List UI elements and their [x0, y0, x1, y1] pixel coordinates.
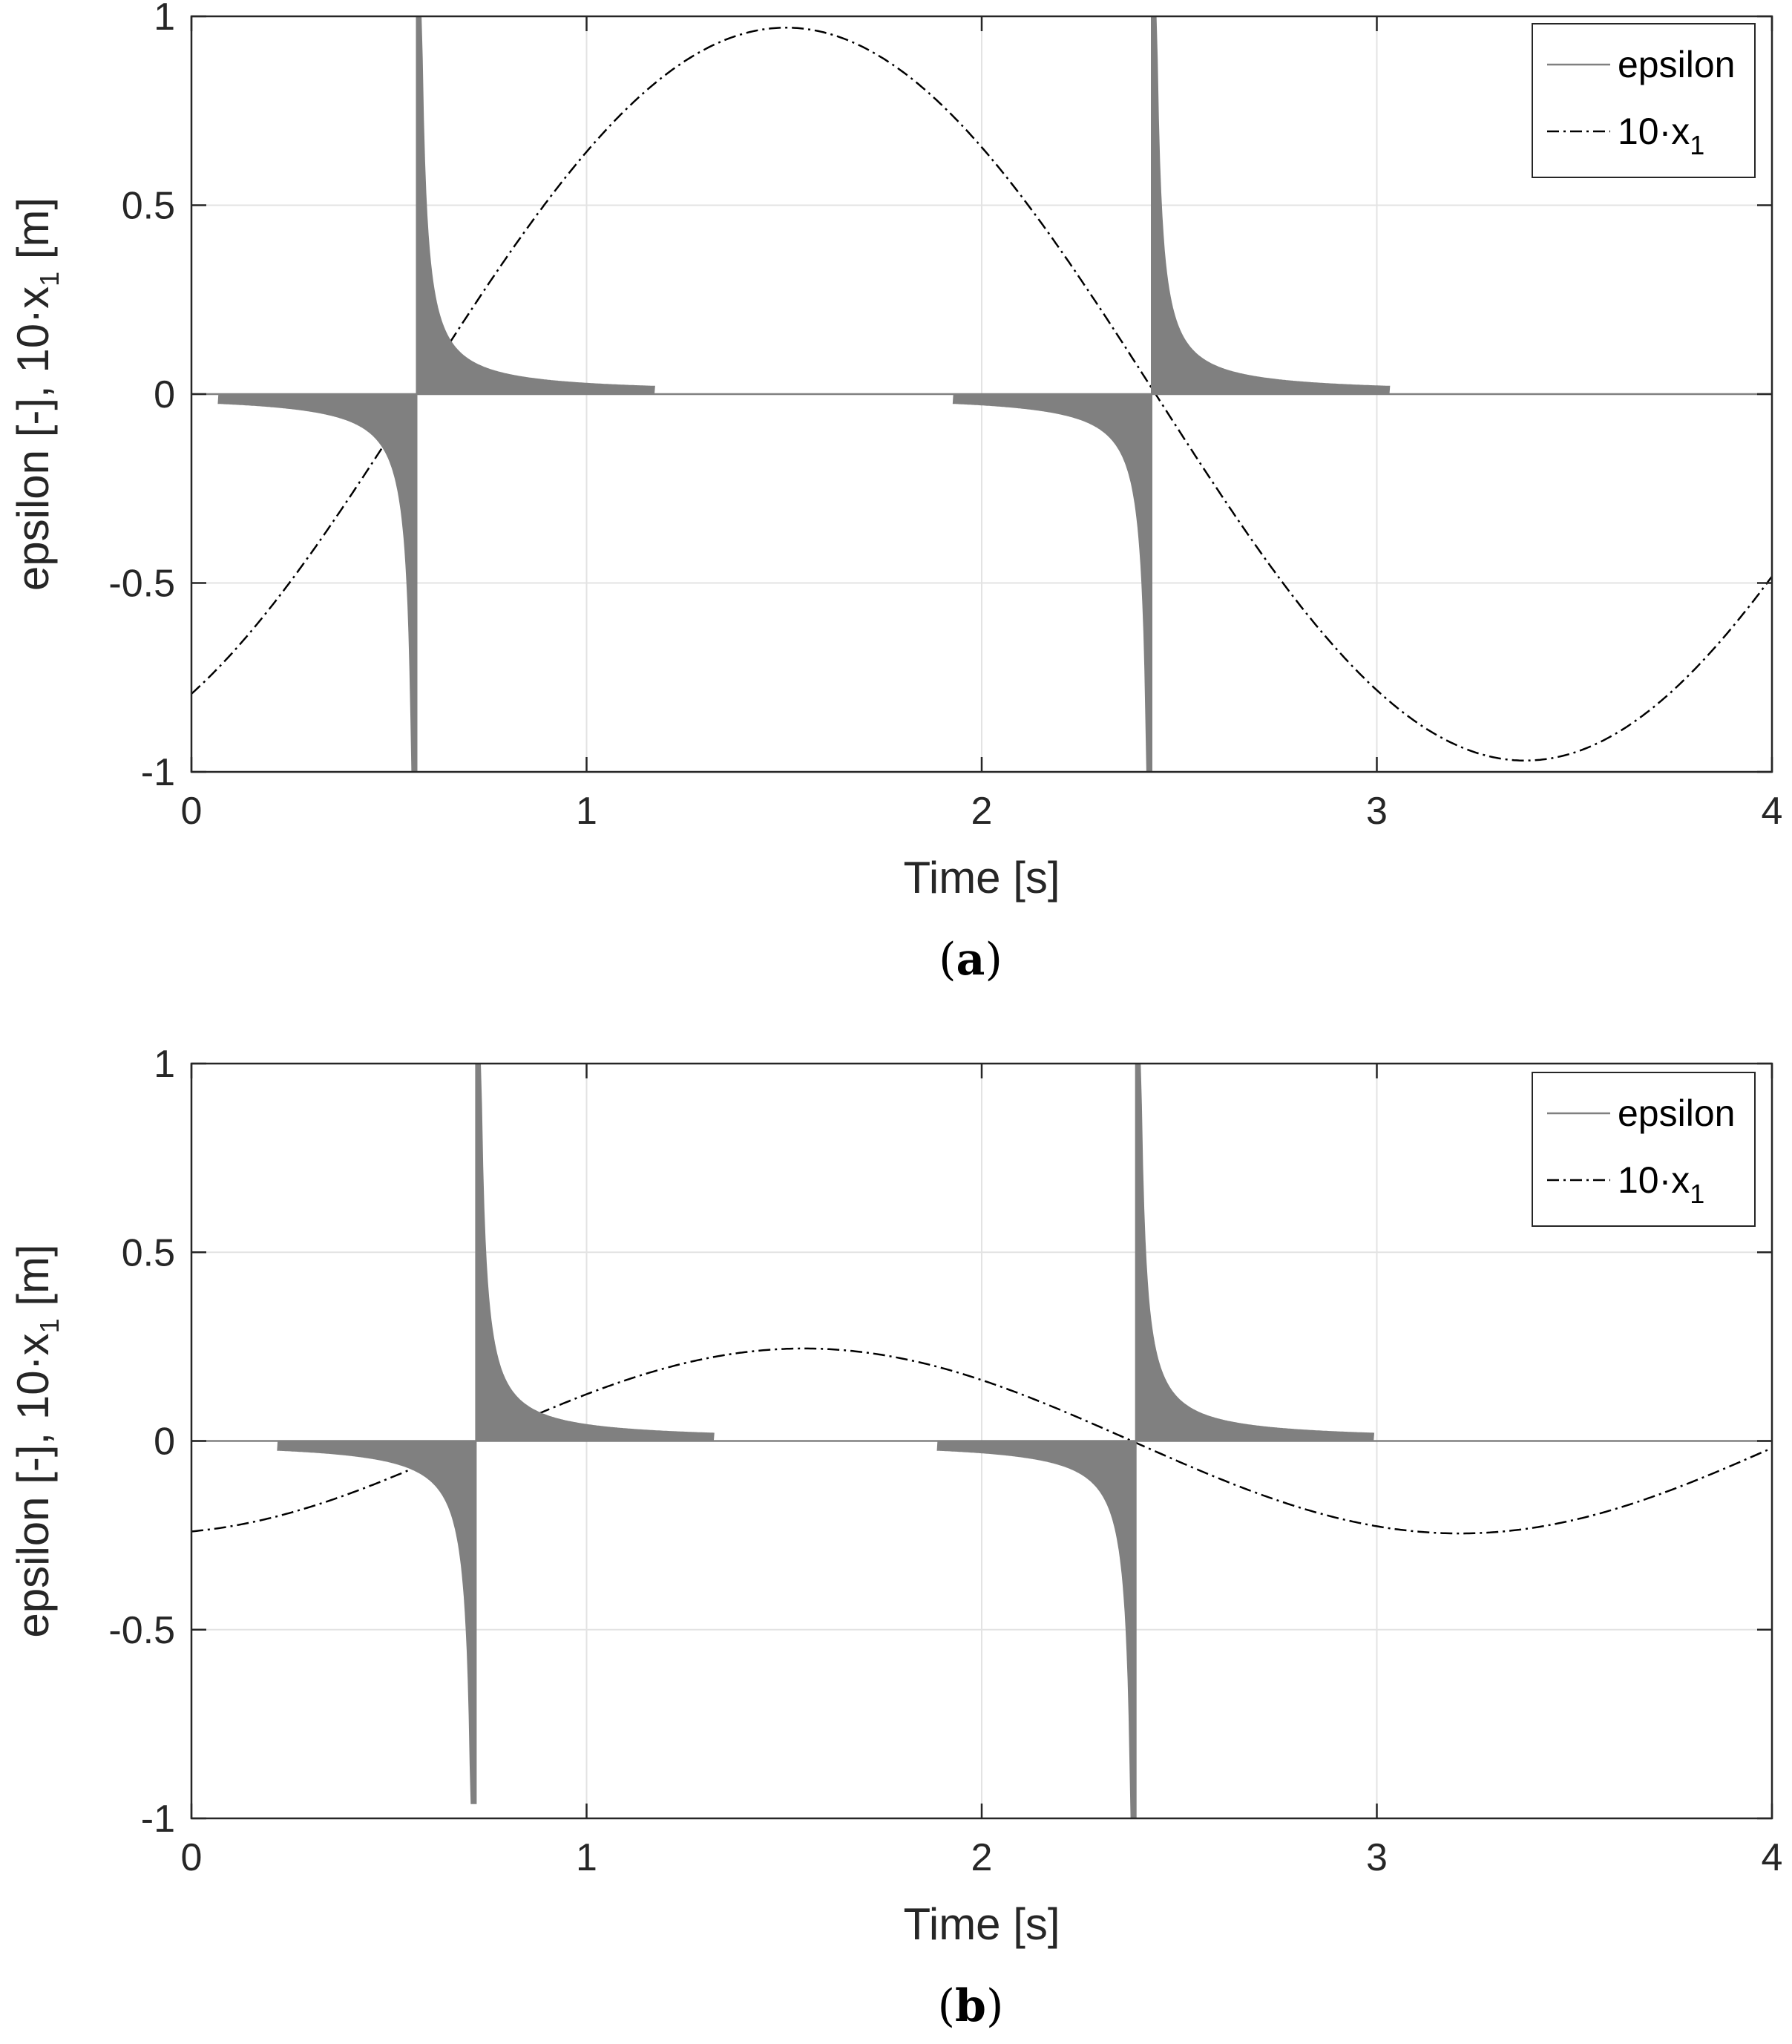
- y-tick-label: -1: [141, 1798, 175, 1841]
- x-axis-label: Time [s]: [903, 1899, 1060, 1949]
- panel-label: (b): [938, 1980, 1004, 2032]
- series-epsilon-spike-up: [475, 1063, 715, 1442]
- series-epsilon-spike-down: [217, 393, 418, 773]
- panel-label-close: ): [986, 1980, 1003, 2032]
- y-axis-label-suffix: [m]: [8, 1244, 58, 1318]
- y-axis-label-main: epsilon [-], 10·x: [8, 286, 58, 591]
- panel-label-open: (: [938, 1980, 955, 2032]
- y-tick-label: 1: [154, 1043, 175, 1086]
- x-tick-label: 1: [576, 1836, 597, 1879]
- x-tick-label: 0: [181, 1836, 203, 1879]
- chart-a: 0 1 2 3 4 1 0.5 0 -0.5 -1 Time [s] epsilon [-], 10·…: [8, 0, 1782, 986]
- legend-box: [1532, 1072, 1756, 1227]
- panel-label-close: ): [985, 934, 1002, 986]
- legend-label-x1-sub: 1: [1690, 1179, 1704, 1209]
- y-tick-label: 1: [154, 0, 175, 39]
- legend-label-x1-main: 10·x: [1618, 111, 1690, 152]
- legend-label-epsilon: epsilon: [1618, 1093, 1735, 1134]
- legend: epsilon 10·x1: [1532, 23, 1756, 178]
- y-axis-label-main: epsilon [-], 10·x: [8, 1333, 58, 1637]
- y-axis-label: epsilon [-], 10·x1 [m]: [8, 1244, 65, 1637]
- y-axis-label-sub: 1: [34, 272, 65, 286]
- x-tick-label: 3: [1366, 1836, 1388, 1879]
- x-tick-label: 0: [181, 790, 203, 833]
- legend-label-x1-main: 10·x: [1618, 1159, 1690, 1201]
- x-axis-label: Time [s]: [903, 853, 1060, 903]
- y-tick-label: -0.5: [108, 1609, 175, 1652]
- x-tick-label: 1: [576, 790, 597, 833]
- series-epsilon-spike-down: [277, 1441, 477, 1804]
- y-tick-label: 0.5: [122, 1231, 175, 1274]
- panel-label-open: (: [939, 934, 956, 986]
- chart-b: 0 1 2 3 4 1 0.5 0 -0.5 -1 Time [s] epsilon [-], 10·…: [8, 1043, 1782, 2032]
- legend-label-x1: 10·x1: [1618, 111, 1704, 160]
- y-axis-label: epsilon [-], 10·x1 [m]: [8, 197, 65, 591]
- x-tick-label: 4: [1762, 1836, 1783, 1879]
- y-tick-label: -0.5: [108, 563, 175, 606]
- y-tick-label: 0: [154, 1421, 175, 1464]
- panel-label-letter: a: [956, 934, 985, 986]
- panel-label-letter: b: [955, 1980, 986, 2032]
- y-axis-label-suffix: [m]: [8, 197, 58, 272]
- legend-box: [1532, 23, 1756, 178]
- series-epsilon-spike-up: [1135, 1063, 1375, 1442]
- x-tick-label: 3: [1366, 790, 1388, 833]
- y-tick-label: 0.5: [122, 185, 175, 228]
- x-tick-label: 2: [971, 1836, 993, 1879]
- y-tick-label: -1: [141, 751, 175, 794]
- series-epsilon-spike-down: [936, 1441, 1137, 1819]
- legend-label-epsilon: epsilon: [1618, 44, 1735, 85]
- series-epsilon-spike-up: [416, 16, 655, 395]
- series-epsilon-spike-down: [952, 393, 1152, 773]
- legend-label-x1: 10·x1: [1618, 1159, 1704, 1209]
- legend-label-x1-sub: 1: [1690, 130, 1704, 160]
- series-epsilon-spike-up: [1151, 16, 1391, 395]
- y-tick-label: 0: [154, 373, 175, 416]
- series-x1-line: [191, 27, 1773, 761]
- x-tick-label: 4: [1762, 790, 1783, 833]
- x-tick-label: 2: [971, 790, 993, 833]
- legend: epsilon 10·x1: [1532, 1072, 1756, 1227]
- panel-label: (a): [939, 934, 1002, 986]
- y-axis-label-sub: 1: [34, 1318, 65, 1333]
